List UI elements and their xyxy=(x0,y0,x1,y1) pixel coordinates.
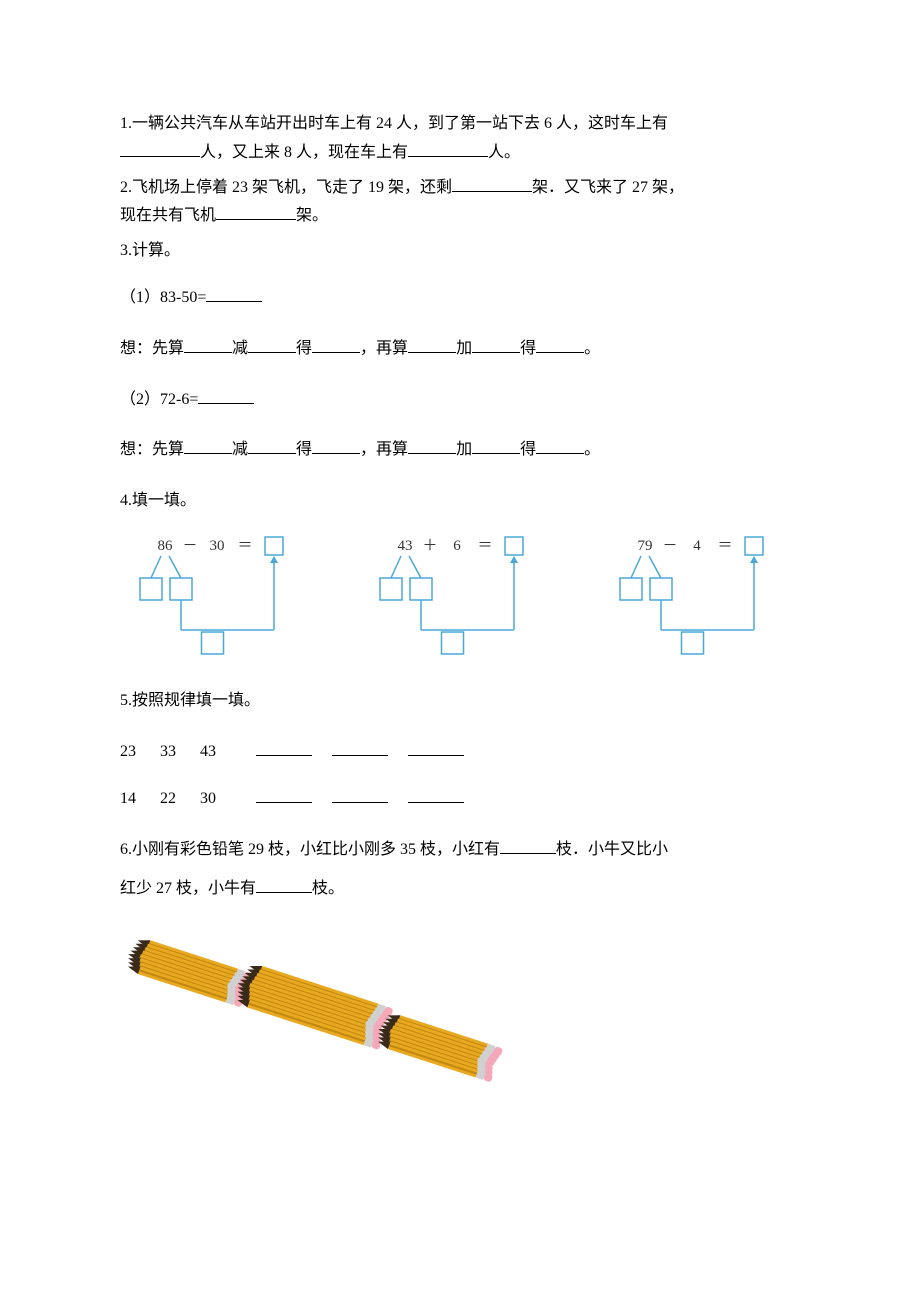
q4-diagram-2: 43 ＋ 6 ＝ xyxy=(370,534,540,659)
question-2: 2.飞机场上停着 23 架飞机，飞走了 19 架，还剩架．又飞来了 27 架， … xyxy=(120,174,800,232)
q3-p1-blank-e[interactable] xyxy=(472,335,520,353)
q3-p1-blank-b[interactable] xyxy=(248,335,296,353)
q3-think-label-1: 想：先算 xyxy=(120,340,184,357)
svg-text:＝: ＝ xyxy=(717,538,732,554)
q5-r2-blank-3[interactable] xyxy=(408,785,464,803)
q3-p2-blank-d[interactable] xyxy=(408,437,456,455)
question-3-title: 3.计算。 xyxy=(120,237,800,266)
q6-text-b: 枝．小牛又比小 xyxy=(556,841,668,858)
q4-diagram-1: 86 － 30 ＝ xyxy=(130,534,300,659)
q5-r1-blank-3[interactable] xyxy=(408,738,464,756)
q3-plus-2: 加 xyxy=(456,441,472,458)
svg-text:＝: ＝ xyxy=(237,538,252,554)
q3-part1-eq: （1）83-50= xyxy=(120,284,800,313)
q6-text-c: 红少 27 枝，小牛有 xyxy=(120,880,256,897)
svg-text:－: － xyxy=(182,538,197,554)
q3-think-label-2: 想：先算 xyxy=(120,441,184,458)
q3-period-2: 。 xyxy=(584,441,600,458)
svg-text:43: 43 xyxy=(398,538,413,554)
q5-r2-blank-2[interactable] xyxy=(332,785,388,803)
q3-p1-blank-a[interactable] xyxy=(184,335,232,353)
q5-r1-blank-1[interactable] xyxy=(256,738,312,756)
svg-text:＋: ＋ xyxy=(422,538,437,554)
q1-blank-1[interactable] xyxy=(120,139,200,157)
q5-r1-n3: 43 xyxy=(200,738,236,767)
q6-text-d: 枝。 xyxy=(312,880,344,897)
q3-part2-eq: （2）72-6= xyxy=(120,386,800,415)
q3-p2-blank-c[interactable] xyxy=(312,437,360,455)
q3-p2-blank-b[interactable] xyxy=(248,437,296,455)
question-4-title: 4.填一填。 xyxy=(120,487,800,516)
svg-text:4: 4 xyxy=(693,538,701,554)
q3-get-1a: 得 xyxy=(296,340,312,357)
q5-r2-blank-1[interactable] xyxy=(256,785,312,803)
svg-text:86: 86 xyxy=(158,538,174,554)
q5-r2-n3: 30 xyxy=(200,785,236,814)
q3-plus-1: 加 xyxy=(456,340,472,357)
q2-text-c: 现在共有飞机 xyxy=(120,207,216,224)
q5-r1-n1: 23 xyxy=(120,738,156,767)
question-6: 6.小刚有彩色铅笔 29 枝，小红比小刚多 35 枝，小红有 枝．小牛又比小 红少… xyxy=(120,831,800,908)
q2-text-b: 架．又飞来了 27 架， xyxy=(532,179,684,196)
q5-row-2: 14 22 30 xyxy=(120,785,800,814)
q3-part1-think: 想：先算 减 得 ，再算 加 得 。 xyxy=(120,335,800,364)
svg-text:79: 79 xyxy=(638,538,653,554)
q6-blank-1[interactable] xyxy=(500,837,556,855)
svg-text:－: － xyxy=(662,538,677,554)
svg-text:＝: ＝ xyxy=(477,538,492,554)
q3-minus-1: 减 xyxy=(232,340,248,357)
q3-p1-blank-f[interactable] xyxy=(536,335,584,353)
pencil-illustration xyxy=(120,936,500,1136)
q3-minus-2: 减 xyxy=(232,441,248,458)
q3-p2-eq-text: （2）72-6= xyxy=(120,391,198,408)
q3-period-1: 。 xyxy=(584,340,600,357)
q5-r2-n1: 14 xyxy=(120,785,156,814)
q1-text-c: 人。 xyxy=(488,144,520,161)
q2-blank-1[interactable] xyxy=(452,174,532,192)
q3-again-1: ，再算 xyxy=(360,340,408,357)
q3-p2-blank-f[interactable] xyxy=(536,437,584,455)
question-5-title: 5.按照规律填一填。 xyxy=(120,687,800,716)
q3-get-1b: 得 xyxy=(520,340,536,357)
q2-text-a: 2.飞机场上停着 23 架飞机，飞走了 19 架，还剩 xyxy=(120,179,452,196)
q5-title-text: 5.按照规律填一填。 xyxy=(120,692,260,709)
question-1: 1.一辆公共汽车从车站开出时车上有 24 人，到了第一站下去 6 人，这时车上有… xyxy=(120,110,800,168)
q3-p2-blank-a[interactable] xyxy=(184,437,232,455)
q3-p2-answer[interactable] xyxy=(198,386,254,404)
q1-text-b: 人，又上来 8 人，现在车上有 xyxy=(200,144,408,161)
svg-text:6: 6 xyxy=(453,538,461,554)
q3-part2-think: 想：先算 减 得 ，再算 加 得 。 xyxy=(120,436,800,465)
q5-row-1: 23 33 43 xyxy=(120,738,800,767)
q4-diagram-row: 86 － 30 ＝ 43 ＋ 6 ＝ 79 － 4 ＝ xyxy=(130,534,800,659)
q6-blank-2[interactable] xyxy=(256,875,312,893)
q3-again-2: ，再算 xyxy=(360,441,408,458)
q3-p1-blank-d[interactable] xyxy=(408,335,456,353)
q1-blank-2[interactable] xyxy=(408,139,488,157)
q3-get-2a: 得 xyxy=(296,441,312,458)
q3-get-2b: 得 xyxy=(520,441,536,458)
q5-r2-n2: 22 xyxy=(160,785,196,814)
q6-text-a: 6.小刚有彩色铅笔 29 枝，小红比小刚多 35 枝，小红有 xyxy=(120,841,500,858)
q3-p1-blank-c[interactable] xyxy=(312,335,360,353)
q3-p2-blank-e[interactable] xyxy=(472,437,520,455)
q2-text-d: 架。 xyxy=(296,207,328,224)
q2-blank-2[interactable] xyxy=(216,203,296,221)
svg-text:30: 30 xyxy=(210,538,225,554)
q5-r1-n2: 33 xyxy=(160,738,196,767)
q3-p1-answer[interactable] xyxy=(206,284,262,302)
q5-r1-blank-2[interactable] xyxy=(332,738,388,756)
q1-text-a: 1.一辆公共汽车从车站开出时车上有 24 人，到了第一站下去 6 人，这时车上有 xyxy=(120,115,668,132)
q3-p1-eq-text: （1）83-50= xyxy=(120,289,206,306)
q4-title-text: 4.填一填。 xyxy=(120,492,196,509)
q3-title-text: 3.计算。 xyxy=(120,242,180,259)
q4-diagram-3: 79 － 4 ＝ xyxy=(610,534,780,659)
